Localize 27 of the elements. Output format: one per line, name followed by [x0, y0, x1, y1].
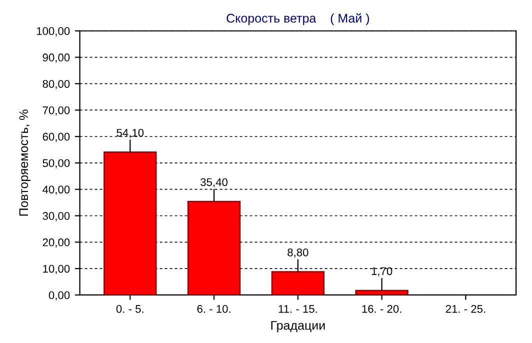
y-tick-label: 90,00: [42, 54, 70, 63]
data-label: 1,70: [372, 267, 392, 276]
y-tick-label: 30,00: [42, 212, 70, 222]
chart-title: Скорость ветра ( Май ): [226, 13, 370, 26]
y-tick-label: 0,00: [48, 291, 70, 300]
data-label: 8,80: [288, 248, 308, 258]
y-axis-title: Повторяемость, %: [19, 110, 31, 216]
y-tick-label: 40,00: [42, 186, 70, 195]
x-tick-label: 6. - 10.: [197, 304, 230, 313]
data-label: 35,40: [200, 178, 228, 188]
y-tick-label: 80,00: [42, 80, 70, 90]
y-tick-label: 10,00: [43, 264, 70, 274]
data-label: 54,10: [116, 128, 144, 138]
x-tick-label: 0. - 5.: [116, 304, 144, 313]
x-axis-title: Градации: [271, 321, 325, 332]
x-tick-label: 11. - 15.: [278, 305, 317, 313]
bar: [355, 290, 408, 295]
y-tick-label: 50,00: [42, 159, 70, 168]
y-tick-label: 60,00: [42, 132, 70, 142]
y-tick-label: 100,00: [36, 27, 70, 36]
bar: [271, 271, 324, 295]
y-tick-label: 70,00: [42, 106, 70, 116]
bar: [187, 200, 241, 295]
x-tick-label: 16. - 20.: [362, 304, 402, 313]
bar: [104, 152, 157, 295]
x-tick-label: 21. - 25.: [446, 304, 486, 313]
y-tick-label: 20,00: [42, 238, 70, 248]
